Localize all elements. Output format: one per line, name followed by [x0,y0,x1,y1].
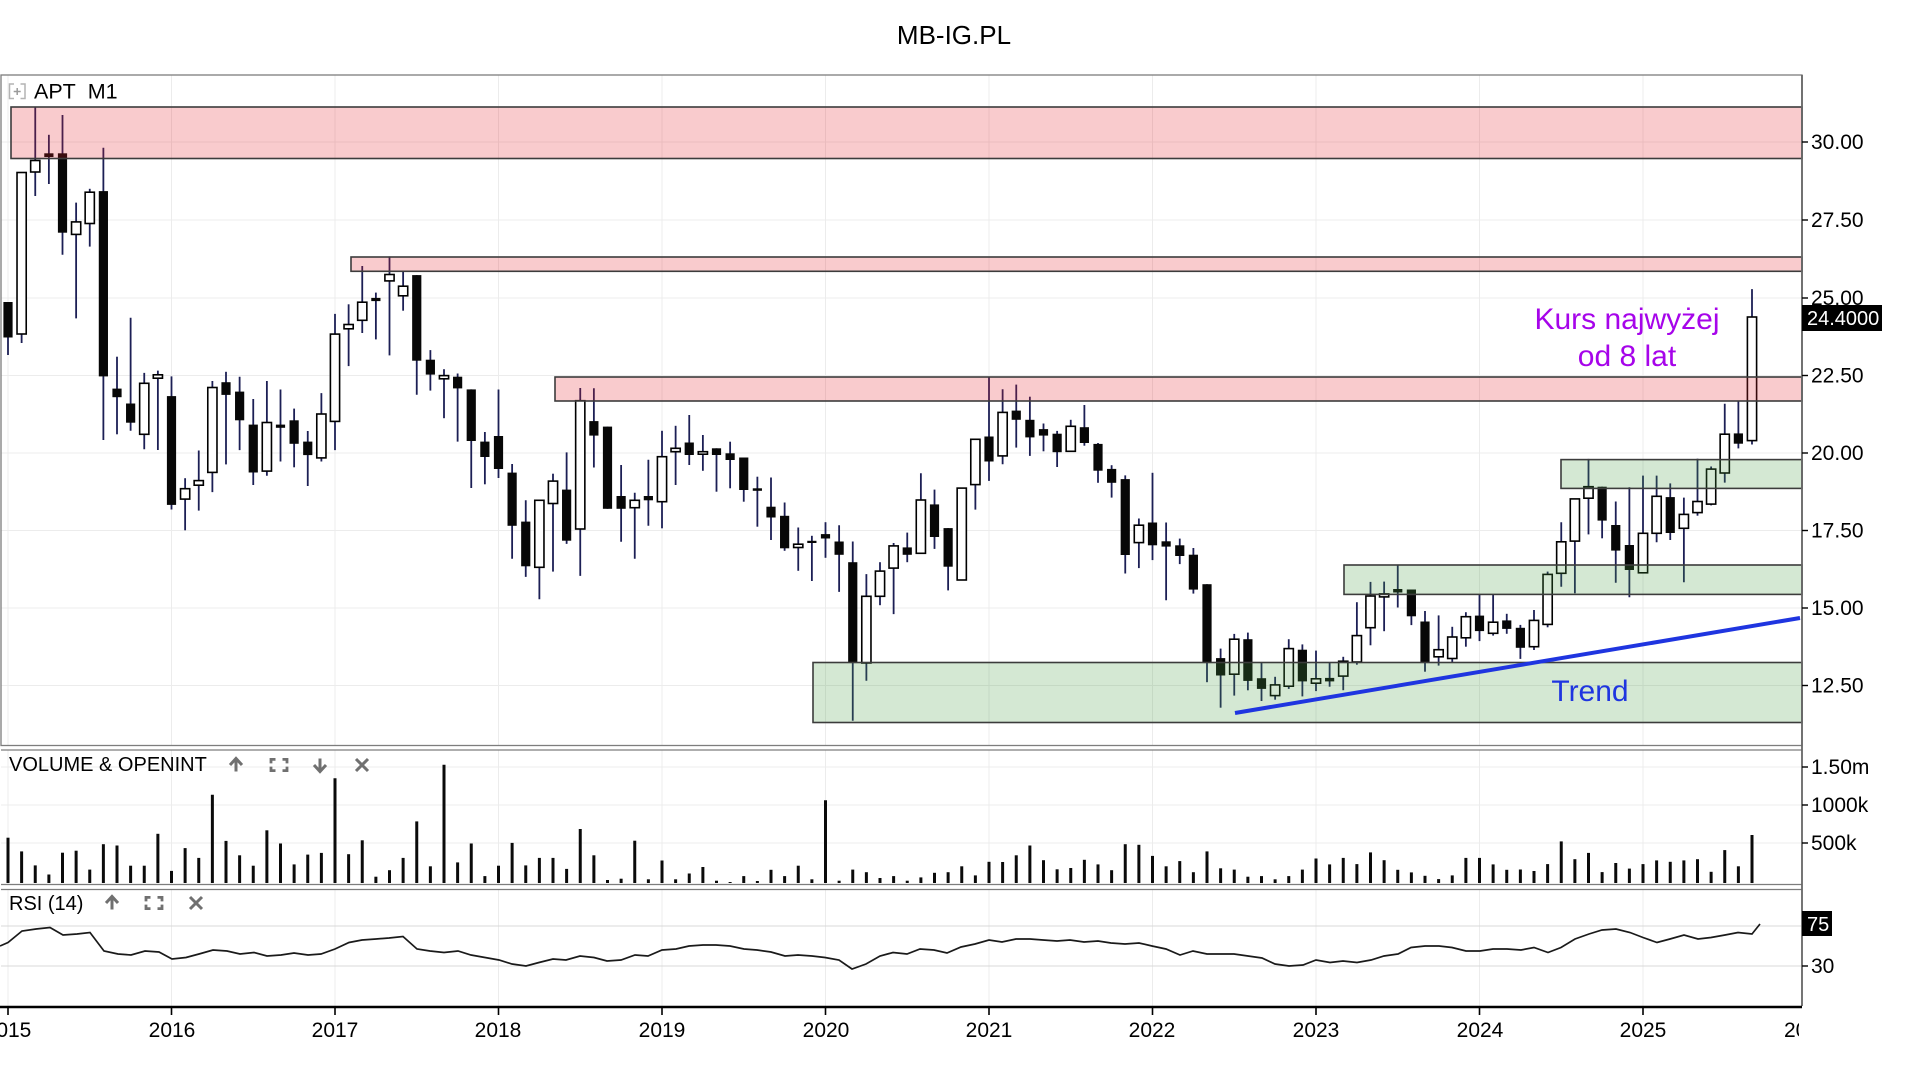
svg-text:MB-IG.PL: MB-IG.PL [897,20,1011,50]
svg-text:1.50m: 1.50m [1811,756,1869,779]
svg-text:12.50: 12.50 [1811,675,1864,698]
svg-text:1000k: 1000k [1811,794,1869,817]
svg-text:500k: 500k [1811,832,1857,855]
svg-text:VOLUME & OPENINT: VOLUME & OPENINT [9,754,207,776]
svg-text:20: 20 [1784,1019,1807,1042]
svg-text:RSI (14): RSI (14) [9,893,83,915]
svg-text:24.4000: 24.4000 [1807,308,1879,330]
svg-text:15.00: 15.00 [1811,597,1864,620]
svg-text:20.00: 20.00 [1811,442,1864,465]
svg-text:2023: 2023 [1293,1019,1340,1042]
svg-text:75: 75 [1807,914,1829,936]
svg-text:30: 30 [1811,955,1834,978]
svg-text:2022: 2022 [1129,1019,1176,1042]
svg-text:2018: 2018 [475,1019,522,1042]
svg-text:2016: 2016 [149,1019,196,1042]
svg-text:2024: 2024 [1457,1019,1504,1042]
svg-text:25.00: 25.00 [1811,287,1864,310]
svg-text:2025: 2025 [1620,1019,1667,1042]
svg-text:Trend: Trend [1551,675,1628,708]
svg-text:2019: 2019 [639,1019,686,1042]
svg-text:2017: 2017 [312,1019,359,1042]
svg-text:od 8 lat: od 8 lat [1578,340,1677,373]
svg-text:Kurs najwyżej: Kurs najwyżej [1534,303,1719,336]
svg-text:2021: 2021 [966,1019,1013,1042]
svg-text:APT M1: APT M1 [34,80,118,104]
svg-text:30.00: 30.00 [1811,131,1864,154]
svg-text:2020: 2020 [803,1019,850,1042]
svg-text:22.50: 22.50 [1811,365,1864,388]
svg-text:2015: 2015 [0,1019,31,1042]
svg-text:27.50: 27.50 [1811,209,1864,232]
svg-text:17.50: 17.50 [1811,520,1864,543]
